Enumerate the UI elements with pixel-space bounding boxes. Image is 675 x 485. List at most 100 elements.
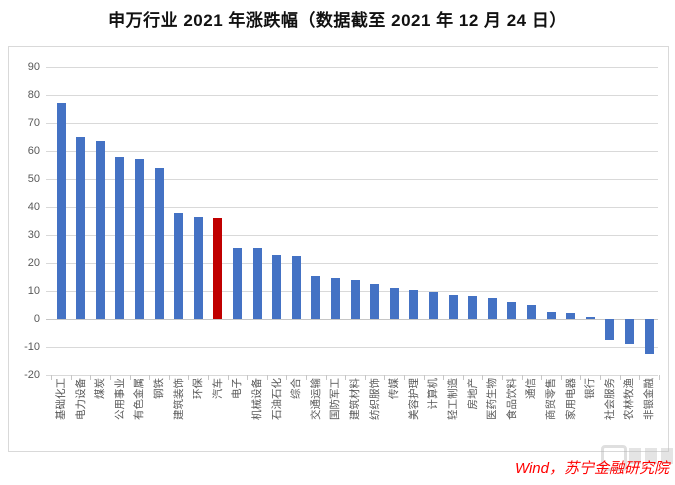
x-axis-label: 基础化工 [55, 378, 67, 420]
x-axis-tick [443, 375, 445, 380]
x-axis-label: 传媒 [388, 378, 401, 399]
bar-非银金融 [644, 319, 654, 354]
x-axis-label: 汽车 [211, 378, 224, 399]
gridline [46, 95, 658, 96]
watermark-glyph-shape [629, 448, 641, 464]
x-axis-tick [188, 375, 190, 380]
bar-机械设备 [252, 247, 262, 319]
x-axis-tick [51, 375, 53, 380]
y-axis-label: 70 [27, 117, 40, 129]
x-axis-tick [90, 375, 92, 380]
bar-轻工制造 [448, 295, 458, 319]
bar-建筑材料 [350, 279, 360, 319]
x-axis-tick [423, 375, 425, 380]
plot-area: 90 80 70 60 50 40 30 20 10 0 -10 -20 基础化工 电力设备 煤炭 公用事业有… [9, 47, 668, 451]
x-axis-label: 家用电器 [564, 378, 577, 420]
x-axis-label: 商贸零售 [545, 378, 557, 420]
y-axis-label: -10 [24, 341, 40, 353]
bar-煤炭 [95, 141, 105, 319]
x-axis-label: 综合 [290, 378, 303, 399]
x-axis-label: 美容护理 [407, 378, 420, 420]
bar-石油石化 [272, 254, 282, 319]
watermark-glyph-shape [661, 448, 673, 464]
x-axis-label: 房地产 [466, 378, 479, 410]
gridline [46, 235, 658, 236]
x-axis-label: 农林牧渔 [623, 378, 636, 420]
x-axis-tick [345, 375, 347, 380]
x-axis-tick [560, 375, 562, 380]
bar-通信 [526, 305, 536, 319]
x-axis-label: 非银金融 [643, 378, 655, 420]
x-axis-tick [639, 375, 641, 380]
bar-汽车 [213, 218, 223, 319]
x-axis-tick [227, 375, 229, 380]
bar-国防军工 [330, 278, 340, 319]
x-axis-label: 国防军工 [329, 378, 342, 420]
x-axis-label: 石油石化 [270, 378, 283, 420]
bar-计算机 [428, 292, 438, 319]
watermark-glyph-shape [645, 448, 657, 464]
bar-纺织服饰 [370, 284, 380, 319]
x-axis-label: 电子 [231, 378, 244, 399]
x-axis-tick [580, 375, 582, 380]
x-axis-label: 建筑装饰 [172, 378, 185, 420]
x-axis-tick [286, 375, 288, 380]
gridline [46, 347, 658, 348]
x-axis-label: 银行 [584, 378, 597, 399]
x-axis-tick [521, 375, 523, 380]
bar-医药生物 [487, 298, 497, 319]
bar-传媒 [389, 288, 399, 319]
source-text: Wind，苏宁金融研究院 [514, 459, 669, 477]
x-axis-tick [70, 375, 72, 380]
y-axis-label: 20 [27, 257, 40, 269]
x-axis-label: 轻工制造 [447, 378, 459, 420]
x-axis-tick [600, 375, 601, 380]
x-axis-tick [502, 375, 503, 380]
gridline [46, 123, 658, 124]
bar-有色金属 [134, 159, 144, 319]
x-axis-label: 有色金属 [133, 378, 146, 420]
bar-社会服务 [605, 319, 615, 341]
chart-title: 申万行业 2021 年涨跌幅（数据截至 2021 年 12 月 24 日） [108, 11, 567, 30]
y-axis-label: 80 [27, 89, 40, 101]
bar-交通运输 [311, 275, 321, 319]
bar-美容护理 [409, 289, 419, 319]
gridline [46, 263, 658, 264]
y-axis-label: 30 [27, 229, 40, 241]
gridline [46, 375, 658, 376]
x-axis-tick [658, 375, 660, 380]
x-axis-tick [306, 375, 307, 380]
x-axis-tick [482, 375, 484, 380]
x-axis-tick [247, 375, 249, 380]
bar-钢铁 [154, 167, 164, 319]
x-axis-tick [404, 375, 405, 380]
x-axis-tick [462, 375, 464, 380]
bar-综合 [291, 256, 301, 319]
x-axis-label: 环保 [192, 378, 205, 399]
x-axis-label: 医药生物 [486, 378, 499, 420]
y-axis-label: 40 [27, 201, 40, 213]
x-axis-label: 纺织服饰 [368, 378, 381, 420]
x-axis-label: 通信 [525, 378, 538, 399]
x-axis-label: 公用事业 [113, 378, 126, 420]
x-axis-tick [266, 375, 268, 380]
y-axis-label: -20 [24, 369, 40, 381]
bar-商贸零售 [546, 312, 556, 319]
x-axis-label: 交通运输 [309, 378, 322, 420]
bar-农林牧渔 [624, 319, 634, 344]
gridline [46, 151, 658, 152]
x-axis-label: 煤炭 [94, 378, 107, 399]
bar-建筑装饰 [174, 212, 184, 319]
x-axis-tick [384, 375, 386, 380]
x-axis-label: 食品饮料 [505, 378, 518, 420]
y-axis-label: 10 [27, 285, 40, 297]
y-axis-label: 50 [27, 173, 40, 185]
x-axis-label: 机械设备 [251, 378, 263, 420]
gridline [46, 179, 658, 180]
chart-area: 90 80 70 60 50 40 30 20 10 0 -10 -20 基础化工 电力设备 煤炭 公用事业有… [8, 46, 669, 452]
bar-银行 [585, 316, 595, 319]
x-axis-tick [168, 375, 170, 380]
gridline [46, 207, 658, 208]
bar-家用电器 [566, 313, 576, 319]
